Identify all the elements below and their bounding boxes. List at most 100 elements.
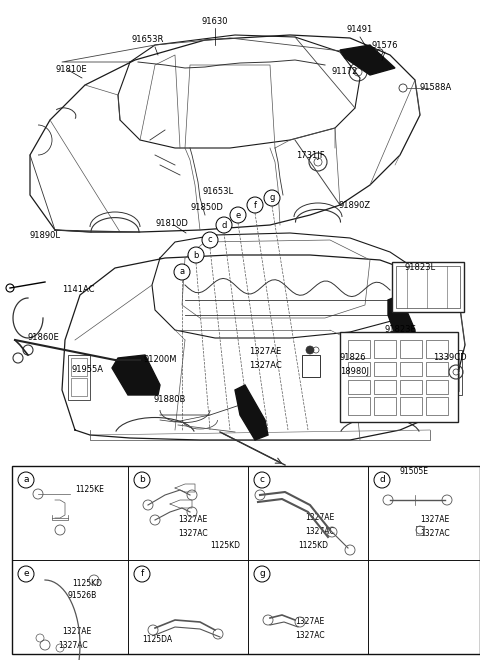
Text: 1327AE: 1327AE	[249, 348, 281, 356]
Text: 1125KD: 1125KD	[210, 541, 240, 550]
Text: 91823L: 91823L	[405, 263, 435, 273]
Text: 91526B: 91526B	[68, 591, 97, 601]
Bar	[392, 262, 464, 312]
Text: 91860E: 91860E	[28, 333, 60, 343]
Bar	[374, 397, 396, 415]
Text: 1327AC: 1327AC	[305, 527, 335, 535]
Text: d: d	[379, 475, 385, 484]
Text: f: f	[140, 570, 144, 579]
Text: b: b	[139, 475, 145, 484]
Text: 91505E: 91505E	[400, 467, 429, 477]
Text: g: g	[269, 193, 275, 203]
Text: 1327AC: 1327AC	[58, 640, 88, 649]
Text: f: f	[253, 201, 256, 209]
Bar	[396, 266, 460, 308]
Text: g: g	[259, 570, 265, 579]
Bar	[374, 340, 396, 358]
Text: 91172: 91172	[332, 67, 358, 77]
Bar	[426, 380, 448, 394]
Bar	[348, 362, 370, 376]
Text: e: e	[235, 211, 240, 220]
Text: 1327AC: 1327AC	[295, 630, 324, 640]
Bar	[400, 380, 422, 394]
Polygon shape	[112, 355, 160, 395]
Circle shape	[247, 197, 263, 213]
Text: 1327AE: 1327AE	[178, 515, 207, 525]
Text: c: c	[208, 236, 212, 244]
Bar	[426, 362, 448, 376]
Text: 1327AE: 1327AE	[305, 513, 334, 523]
Text: 91576: 91576	[372, 40, 398, 50]
Polygon shape	[235, 385, 268, 440]
Text: 1141AC: 1141AC	[62, 286, 95, 294]
Polygon shape	[388, 295, 415, 348]
Text: 91588A: 91588A	[420, 84, 452, 92]
Circle shape	[134, 566, 150, 582]
Text: 91491: 91491	[347, 26, 373, 34]
Circle shape	[18, 472, 34, 488]
Text: 1731JF: 1731JF	[296, 150, 324, 160]
Bar	[71, 358, 87, 376]
Bar	[440, 350, 462, 395]
Text: 1327AC: 1327AC	[178, 529, 208, 537]
Text: 1125DA: 1125DA	[142, 636, 172, 645]
Bar	[374, 380, 396, 394]
Text: 91630: 91630	[202, 18, 228, 26]
Text: 1327AE: 1327AE	[420, 515, 449, 525]
Bar	[426, 397, 448, 415]
Text: 91810E: 91810E	[55, 65, 86, 75]
Bar	[348, 380, 370, 394]
Circle shape	[216, 217, 232, 233]
Circle shape	[134, 472, 150, 488]
Polygon shape	[340, 45, 395, 75]
Bar	[374, 362, 396, 376]
Text: e: e	[23, 570, 29, 579]
Circle shape	[306, 346, 314, 354]
Circle shape	[264, 190, 280, 206]
Bar	[400, 362, 422, 376]
Circle shape	[188, 247, 204, 263]
Bar	[400, 340, 422, 358]
Text: 91826: 91826	[340, 354, 367, 362]
Bar	[340, 332, 458, 422]
Text: a: a	[23, 475, 29, 484]
Text: 1327AE: 1327AE	[295, 618, 324, 626]
Text: 91200M: 91200M	[143, 356, 177, 364]
Circle shape	[374, 472, 390, 488]
Text: d: d	[221, 220, 227, 230]
Circle shape	[18, 566, 34, 582]
Bar	[302, 355, 320, 377]
Text: 1327AC: 1327AC	[420, 529, 450, 537]
Bar	[443, 353, 459, 371]
Text: 1339CD: 1339CD	[433, 354, 467, 362]
Text: 18980J: 18980J	[340, 368, 369, 376]
Text: 91653L: 91653L	[203, 187, 234, 197]
Bar	[68, 355, 90, 400]
Circle shape	[254, 472, 270, 488]
Text: a: a	[180, 267, 185, 277]
Circle shape	[174, 264, 190, 280]
Bar	[348, 340, 370, 358]
Circle shape	[230, 207, 246, 223]
Text: 1327AC: 1327AC	[249, 360, 281, 370]
Circle shape	[202, 232, 218, 248]
Text: 1125KD: 1125KD	[298, 541, 328, 550]
Text: 91880B: 91880B	[154, 395, 186, 405]
Bar	[12, 466, 480, 654]
Circle shape	[254, 566, 270, 582]
Text: 1125KD: 1125KD	[72, 579, 102, 587]
Text: 91810D: 91810D	[156, 220, 189, 228]
Text: 91890Z: 91890Z	[339, 201, 371, 209]
Bar	[348, 397, 370, 415]
Text: 91890L: 91890L	[30, 230, 61, 240]
Bar	[400, 397, 422, 415]
Text: b: b	[193, 251, 199, 259]
Text: 91955A: 91955A	[72, 366, 104, 374]
Text: 91850D: 91850D	[191, 203, 223, 211]
Bar	[443, 373, 459, 391]
Bar	[71, 378, 87, 396]
Text: 1125KE: 1125KE	[75, 486, 104, 494]
Text: 91653R: 91653R	[132, 36, 164, 44]
Text: 91823E: 91823E	[384, 325, 416, 335]
Text: c: c	[260, 475, 264, 484]
